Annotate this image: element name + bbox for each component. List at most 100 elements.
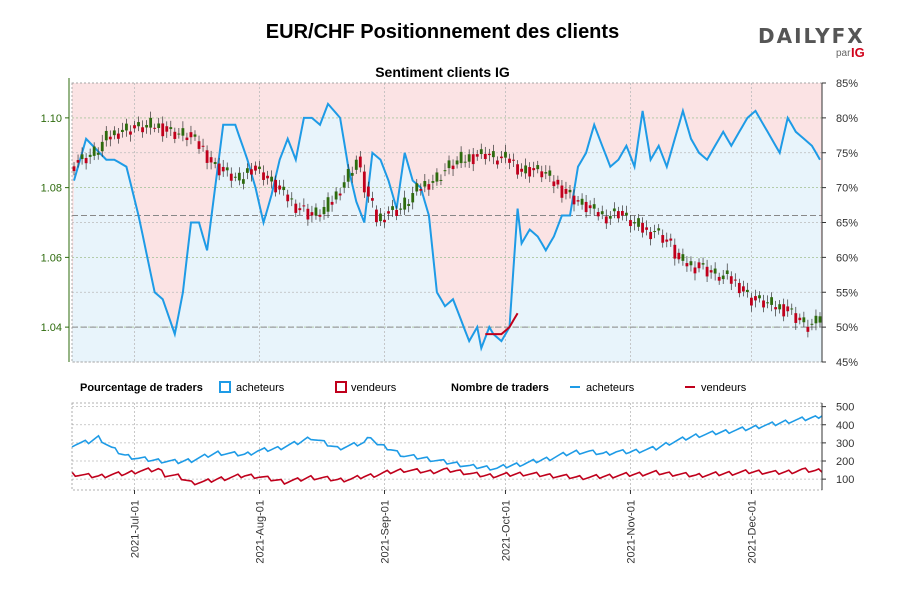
candle-body <box>721 275 725 280</box>
candle-body <box>391 206 394 210</box>
candle-body <box>677 252 681 260</box>
candle-body <box>205 150 209 163</box>
candle-body <box>225 167 229 171</box>
candle-body <box>596 212 600 217</box>
candle-body <box>201 145 205 147</box>
candle-body <box>802 317 806 323</box>
candle-body <box>576 200 580 202</box>
candle-body <box>431 181 435 183</box>
candle-body <box>737 282 741 294</box>
candle-body <box>358 156 362 168</box>
candle-body <box>629 220 632 227</box>
candle-body <box>266 175 269 179</box>
pct-tick-label: 80% <box>836 113 858 125</box>
candle-body <box>217 163 221 176</box>
candle-body <box>548 170 552 176</box>
candle-body <box>810 323 814 325</box>
candle-body <box>241 179 245 184</box>
candle-body <box>532 168 536 171</box>
dailyfx-logo: DAILYFX par IG <box>758 24 868 64</box>
candle-body <box>665 239 669 242</box>
reference-lines <box>72 215 822 328</box>
candle-body <box>782 304 786 317</box>
candle-body <box>447 160 451 169</box>
sentiment-lines <box>73 101 821 352</box>
logo-by: par <box>836 48 851 59</box>
candle-body <box>516 164 519 175</box>
candle-body <box>552 181 556 187</box>
pct-tick-label: 60% <box>836 252 858 264</box>
candle-body <box>165 126 169 132</box>
candle-body <box>169 127 173 130</box>
candle-body <box>423 181 427 187</box>
candle-body <box>108 136 112 140</box>
candle-body <box>137 122 140 127</box>
date-tick-label: 2021-Aug-01 <box>255 500 267 564</box>
candle-body <box>762 300 765 308</box>
candle-body <box>556 179 560 185</box>
count-lines <box>71 414 823 486</box>
candle-body <box>512 159 515 161</box>
candle-body <box>141 127 144 133</box>
candle-body <box>100 141 104 152</box>
candle-body <box>758 295 761 299</box>
candle-body <box>600 211 604 215</box>
chart-subtitle: Sentiment clients IG <box>375 64 510 80</box>
pct-tick-label: 45% <box>836 357 858 369</box>
candle-body <box>681 254 685 261</box>
candle-body <box>766 302 769 304</box>
candle-body <box>572 195 576 205</box>
candle-body <box>298 208 302 211</box>
candle-body <box>375 209 378 223</box>
candle-body <box>717 276 721 281</box>
candle-body <box>592 204 596 209</box>
date-tick-label: 2021-Nov-01 <box>625 500 637 564</box>
candle-body <box>475 154 479 157</box>
candle-body <box>278 185 282 190</box>
candle-body <box>229 173 233 181</box>
candle-body <box>149 117 153 128</box>
candle-body <box>411 193 415 203</box>
candle-body <box>701 263 705 265</box>
candle-body <box>625 212 628 216</box>
candle-body <box>685 263 689 267</box>
candle-body <box>346 168 350 182</box>
candle-body <box>495 160 499 165</box>
date-tick-label: 2021-Sep-01 <box>380 500 392 564</box>
candle-body <box>471 154 475 165</box>
candle-body <box>733 279 737 281</box>
count-tick-label: 200 <box>836 456 854 468</box>
candle-body <box>778 304 782 310</box>
candle-body <box>649 231 653 240</box>
candle-body <box>258 166 261 170</box>
candle-body <box>544 172 548 174</box>
candle-body <box>189 132 193 138</box>
candle-body <box>814 315 818 324</box>
candle-body <box>794 313 798 323</box>
pct-tick-label: 50% <box>836 322 858 334</box>
candle-body <box>290 198 294 200</box>
candle-body <box>455 160 459 165</box>
candle-body <box>181 128 185 136</box>
candle-body <box>504 151 507 158</box>
candle-body <box>580 198 584 205</box>
candle-body <box>745 289 749 293</box>
legend-count-title: Nombre de traders <box>451 382 549 394</box>
candle-body <box>560 185 564 198</box>
date-axis: 2021-Jul-01 2021-Aug-01 2021-Sep-01 2021-Oc… <box>130 490 758 564</box>
pct-tick-label: 75% <box>836 148 858 160</box>
candle-body <box>528 167 532 177</box>
candle-body <box>806 326 810 332</box>
pct-tick-label: 55% <box>836 287 858 299</box>
candle-body <box>641 222 644 233</box>
logo-brand: IG <box>851 45 865 60</box>
legend-count-sellers: vendeurs <box>701 382 747 394</box>
candle-body <box>661 235 665 243</box>
candle-body <box>286 194 290 202</box>
candle-body <box>92 146 96 156</box>
pct-tick-label: 65% <box>836 218 858 230</box>
candle-body <box>350 172 354 176</box>
candle-body <box>697 262 701 269</box>
candle-body <box>342 182 346 188</box>
candle-body <box>274 179 278 193</box>
